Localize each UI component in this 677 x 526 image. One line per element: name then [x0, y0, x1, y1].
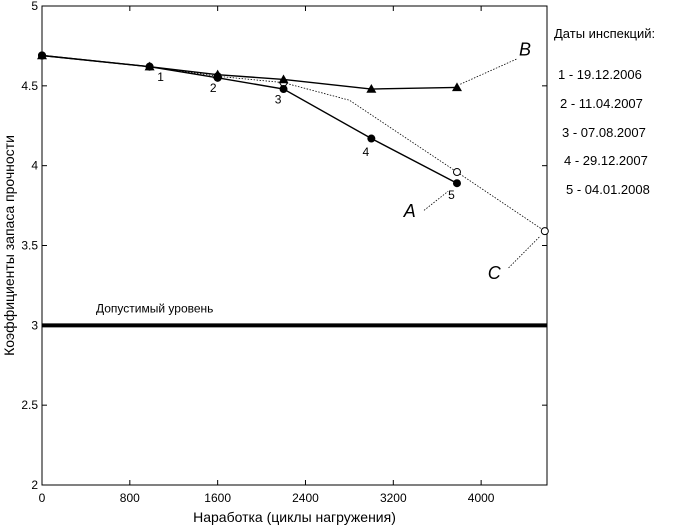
series-letter-b: B — [519, 39, 531, 59]
series-a-point — [213, 73, 222, 82]
x-tick-label: 3200 — [380, 491, 407, 505]
y-axis-title: Коэффициенты запаса прочности — [1, 135, 17, 356]
legend-item: 1 - 19.12.2006 — [558, 67, 642, 82]
point-label: 1 — [157, 70, 164, 84]
point-label: 5 — [448, 188, 455, 202]
series-letter-a: A — [403, 201, 416, 221]
x-tick-label: 0 — [39, 491, 46, 505]
series-b-line — [41, 54, 457, 90]
y-tick-label: 5 — [31, 0, 38, 13]
series-letter-c: C — [488, 263, 502, 283]
y-tick-label: 2.5 — [21, 398, 38, 412]
series-b-leader — [460, 58, 518, 85]
x-tick-label: 800 — [120, 491, 140, 505]
series-b-point — [366, 84, 377, 93]
y-tick-label: 3.5 — [21, 239, 38, 253]
point-label: 2 — [210, 81, 217, 95]
legend-title: Даты инспекций: — [554, 26, 655, 41]
legend-item: 3 - 07.08.2007 — [562, 125, 646, 140]
series-a-point — [145, 62, 154, 71]
series-c-line — [41, 55, 546, 232]
x-tick-label: 2400 — [292, 491, 319, 505]
series-a-line — [41, 54, 458, 184]
y-tick-label: 2 — [31, 478, 38, 492]
point-label: 3 — [275, 92, 282, 106]
series-a-point — [452, 179, 461, 188]
series-b-point — [278, 74, 289, 84]
series-a-point — [38, 51, 46, 60]
reference-line-label: Допустимый уровень — [96, 301, 213, 315]
series-c-point — [540, 227, 549, 236]
series-c-leader — [508, 235, 541, 269]
x-axis-title: Наработка (циклы нагружения) — [193, 509, 396, 525]
plot-frame — [41, 5, 548, 486]
y-tick-label: 3 — [31, 318, 38, 332]
series-a-leader — [423, 190, 449, 211]
series-b-point — [451, 82, 462, 92]
series-c-point — [452, 168, 461, 177]
y-tick-label: 4.5 — [21, 79, 38, 93]
series-a-point — [279, 85, 288, 94]
x-tick-label: 4000 — [468, 491, 495, 505]
point-label: 4 — [363, 145, 370, 159]
legend-item: 4 - 29.12.2007 — [564, 153, 648, 168]
y-tick-label: 4 — [31, 159, 38, 173]
x-tick-label: 1600 — [204, 491, 231, 505]
series-a-point — [367, 134, 376, 143]
legend-item: 2 - 11.04.2007 — [560, 96, 643, 111]
legend-item: 5 - 04.01.2008 — [566, 182, 650, 197]
